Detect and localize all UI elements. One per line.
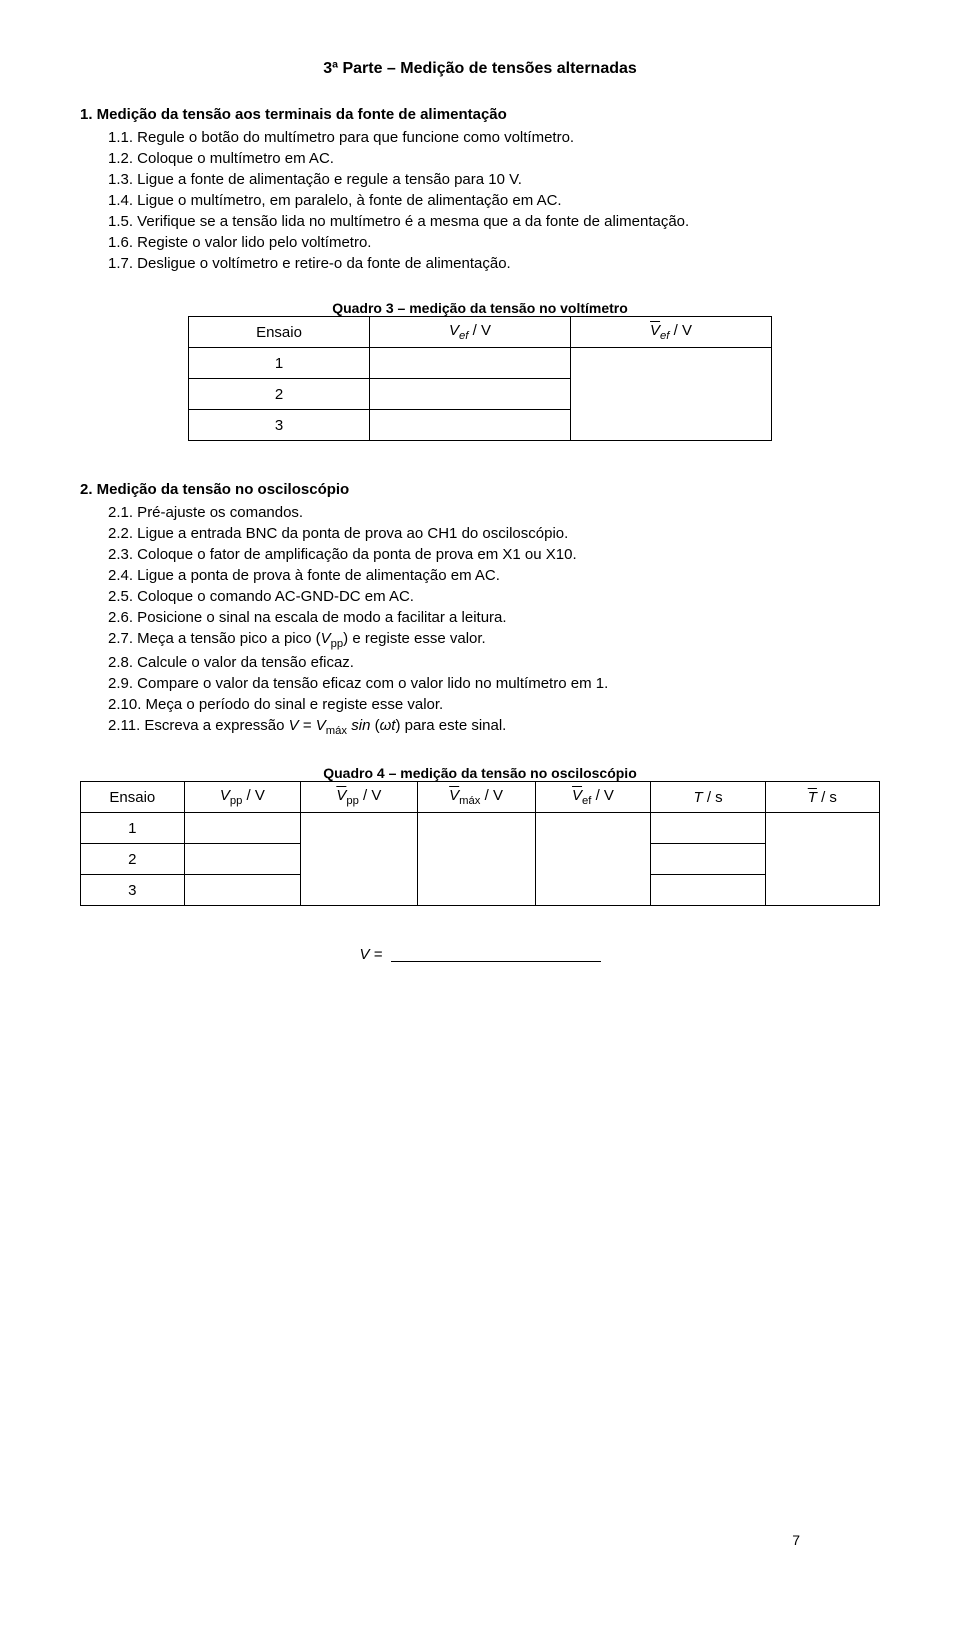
item-1-7: 1.7. Desligue o voltímetro e retire-o da… [108, 255, 880, 272]
t4-r2-vpp [184, 844, 300, 875]
t4-r2-ens: 2 [81, 844, 185, 875]
t4-r1-t [651, 813, 765, 844]
item-1-3: 1.3. Ligue a fonte de alimentação e regu… [108, 171, 880, 188]
item-1-1: 1.1. Regule o botão do multímetro para q… [108, 129, 880, 146]
t4-t-mean [765, 813, 879, 906]
t3-r2-v [370, 379, 571, 410]
t4-vpp-mean [301, 813, 417, 906]
equation-blank [391, 961, 601, 962]
item-2-5: 2.5. Coloque o comando AC-GND-DC em AC. [108, 588, 880, 605]
t4-h-vmax-mean: Vmáx / V [417, 782, 535, 813]
section2-heading: 2. Medição da tensão no osciloscópio [80, 481, 880, 498]
t4-vef-mean [535, 813, 651, 906]
t4-vmax-mean [417, 813, 535, 906]
t4-h-vef-mean: Vef / V [535, 782, 651, 813]
t3-r1-ens: 1 [189, 348, 370, 379]
t4-h-ensaio: Ensaio [81, 782, 185, 813]
t4-r1-ens: 1 [81, 813, 185, 844]
item-2-10: 2.10. Meça o período do sinal e registe … [108, 696, 880, 713]
t3-mean-cell [571, 348, 772, 441]
t4-r3-ens: 3 [81, 875, 185, 906]
t4-r3-vpp [184, 875, 300, 906]
equation-line: V = [80, 946, 880, 963]
t3-h-vef-mean: Vef / V [571, 317, 772, 348]
item-1-6: 1.6. Registe o valor lido pelo voltímetr… [108, 234, 880, 251]
t4-h-t-mean: T / s [765, 782, 879, 813]
t4-r1-vpp [184, 813, 300, 844]
t3-r2-ens: 2 [189, 379, 370, 410]
section1-heading: 1. Medição da tensão aos terminais da fo… [80, 106, 880, 123]
t4-r3-t [651, 875, 765, 906]
t3-r1-v [370, 348, 571, 379]
table3: Ensaio Vef / V Vef / V 1 2 3 [188, 316, 772, 441]
t3-h-vef: Vef / V [370, 317, 571, 348]
item-2-2: 2.2. Ligue a entrada BNC da ponta de pro… [108, 525, 880, 542]
page-title: 3ª Parte – Medição de tensões alternadas [80, 60, 880, 78]
item-1-2: 1.2. Coloque o multímetro em AC. [108, 150, 880, 167]
t3-r3-v [370, 410, 571, 441]
table4: Ensaio Vpp / V Vpp / V Vmáx / V Vef / V … [80, 781, 880, 906]
item-2-9: 2.9. Compare o valor da tensão eficaz co… [108, 675, 880, 692]
t3-h-ensaio: Ensaio [189, 317, 370, 348]
item-2-3: 2.3. Coloque o fator de amplificação da … [108, 546, 880, 563]
item-2-7: 2.7. Meça a tensão pico a pico (Vpp) e r… [108, 630, 880, 650]
item-2-11: 2.11. Escreva a expressão V = Vmáx sin (… [108, 717, 880, 737]
table3-caption: Quadro 3 – medição da tensão no voltímet… [80, 300, 880, 316]
t4-r2-t [651, 844, 765, 875]
item-2-6: 2.6. Posicione o sinal na escala de modo… [108, 609, 880, 626]
table4-caption: Quadro 4 – medição da tensão no oscilosc… [80, 765, 880, 781]
t4-h-vpp: Vpp / V [184, 782, 300, 813]
item-1-4: 1.4. Ligue o multímetro, em paralelo, à … [108, 192, 880, 209]
t4-h-t: T / s [651, 782, 765, 813]
item-2-1: 2.1. Pré-ajuste os comandos. [108, 504, 880, 521]
t4-h-vpp-mean: Vpp / V [301, 782, 417, 813]
t3-r3-ens: 3 [189, 410, 370, 441]
page-number: 7 [792, 1532, 800, 1548]
item-2-4: 2.4. Ligue a ponta de prova à fonte de a… [108, 567, 880, 584]
item-1-5: 1.5. Verifique se a tensão lida no multí… [108, 213, 880, 230]
item-2-8: 2.8. Calcule o valor da tensão eficaz. [108, 654, 880, 671]
